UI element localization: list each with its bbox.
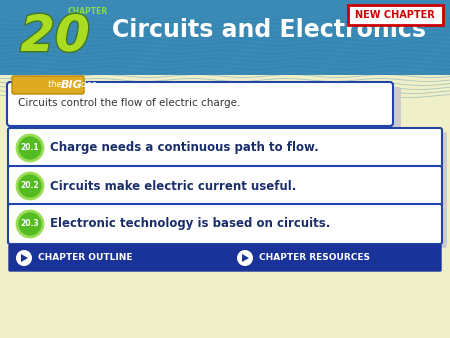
Circle shape xyxy=(17,135,43,161)
Circle shape xyxy=(16,250,32,266)
Text: CHAPTER: CHAPTER xyxy=(68,7,108,16)
Circle shape xyxy=(17,173,43,199)
Text: NEW CHAPTER: NEW CHAPTER xyxy=(355,10,435,20)
Text: Circuits make electric current useful.: Circuits make electric current useful. xyxy=(50,179,297,193)
Text: Charge needs a continuous path to flow.: Charge needs a continuous path to flow. xyxy=(50,142,319,154)
Text: CHAPTER RESOURCES: CHAPTER RESOURCES xyxy=(259,254,370,263)
FancyBboxPatch shape xyxy=(348,5,443,25)
Text: the: the xyxy=(48,80,64,89)
FancyBboxPatch shape xyxy=(8,166,442,206)
Text: 20.3: 20.3 xyxy=(21,219,39,228)
FancyBboxPatch shape xyxy=(13,208,447,248)
Text: BIG: BIG xyxy=(61,79,83,90)
Text: 20.2: 20.2 xyxy=(21,182,39,191)
FancyBboxPatch shape xyxy=(12,76,84,94)
FancyBboxPatch shape xyxy=(7,82,393,126)
FancyBboxPatch shape xyxy=(0,0,450,75)
Text: Circuits and Electronics: Circuits and Electronics xyxy=(112,18,426,42)
Polygon shape xyxy=(21,254,28,262)
Polygon shape xyxy=(242,254,249,262)
FancyBboxPatch shape xyxy=(8,204,442,244)
Text: idea: idea xyxy=(76,80,97,89)
Text: Electronic technology is based on circuits.: Electronic technology is based on circui… xyxy=(50,217,330,231)
FancyBboxPatch shape xyxy=(13,170,447,210)
Text: CHAPTER OUTLINE: CHAPTER OUTLINE xyxy=(38,254,132,263)
Circle shape xyxy=(17,211,43,237)
Circle shape xyxy=(237,250,253,266)
FancyBboxPatch shape xyxy=(13,132,447,172)
FancyBboxPatch shape xyxy=(8,128,442,168)
FancyBboxPatch shape xyxy=(15,87,401,131)
Text: 20: 20 xyxy=(20,13,90,61)
FancyBboxPatch shape xyxy=(9,245,441,271)
Text: 20.1: 20.1 xyxy=(21,144,39,152)
Text: Circuits control the flow of electric charge.: Circuits control the flow of electric ch… xyxy=(18,98,240,108)
